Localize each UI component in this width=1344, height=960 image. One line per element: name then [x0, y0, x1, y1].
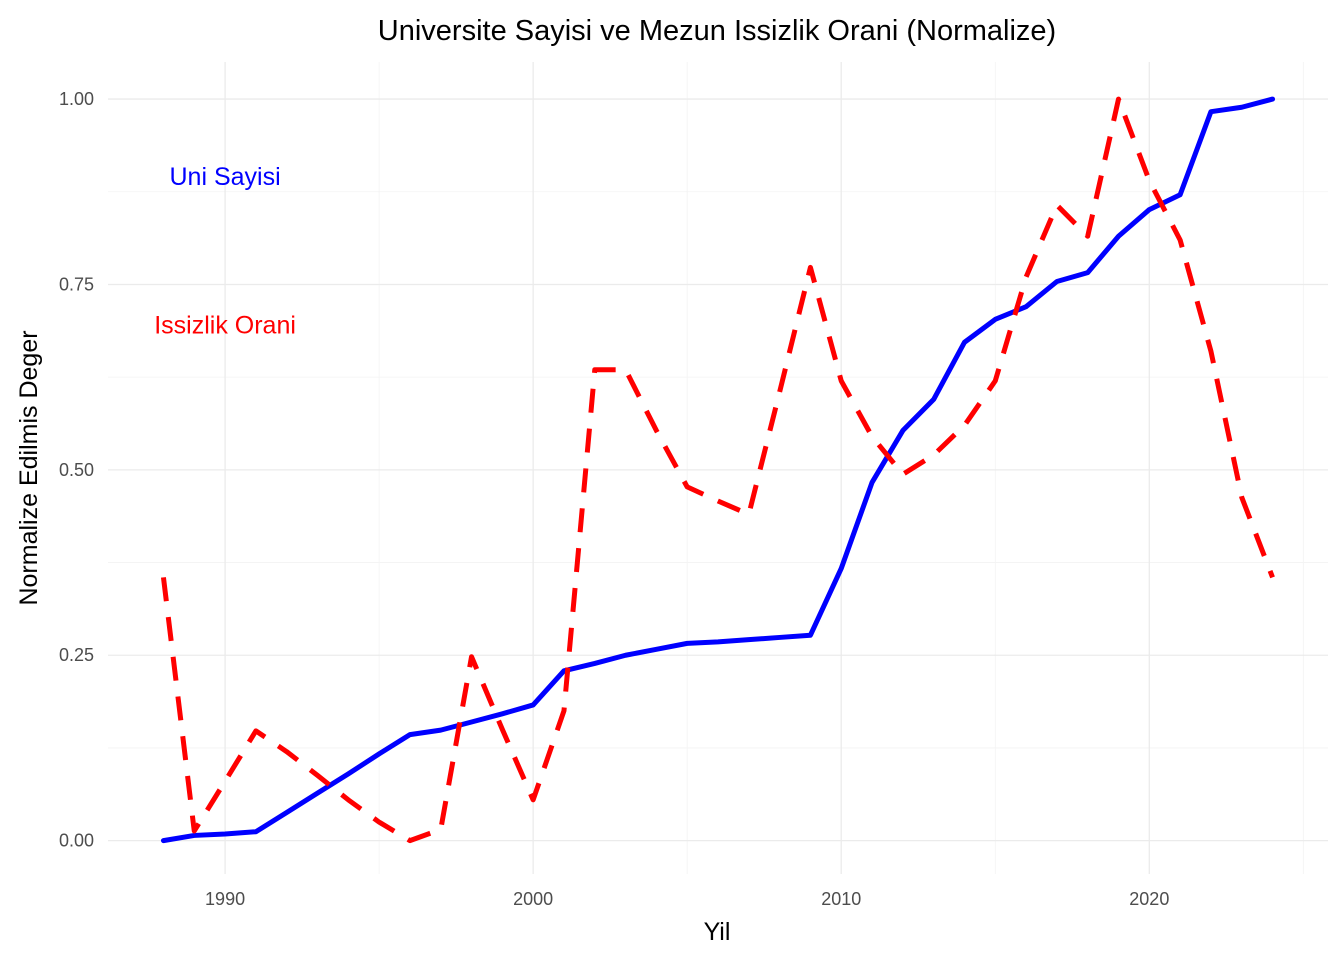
- y-tick-label: 0.50: [59, 460, 94, 480]
- chart-title: Universite Sayisi ve Mezun Issizlik Oran…: [378, 15, 1056, 47]
- y-tick-label: 0.75: [59, 274, 94, 294]
- x-tick-label: 2010: [821, 889, 861, 909]
- x-tick-label: 1990: [205, 889, 245, 909]
- series-line-uni-sayisi: [160, 96, 1276, 844]
- y-axis-title: Normalize Edilmis Deger: [15, 330, 43, 605]
- y-tick-label: 1.00: [59, 89, 94, 109]
- y-tick-label: 0.25: [59, 645, 94, 665]
- axis-ticks: 1990 2000 2010 2020 0.00 0.25 0.50 0.75 1.00: [59, 89, 1169, 909]
- annotation-issizlik-orani: Issizlik Orani: [154, 311, 296, 339]
- annotation-layer: Uni Sayisi Issizlik Orani: [154, 163, 296, 339]
- series-layer: [160, 96, 1276, 844]
- x-tick-label: 2000: [513, 889, 553, 909]
- annotation-uni-sayisi: Uni Sayisi: [169, 163, 280, 191]
- grid-lines: [108, 62, 1328, 874]
- series-line-issizlik-orani: [160, 96, 1275, 844]
- y-tick-label: 0.00: [59, 831, 94, 851]
- x-axis-title: Yil: [704, 918, 731, 946]
- x-tick-label: 2020: [1129, 889, 1169, 909]
